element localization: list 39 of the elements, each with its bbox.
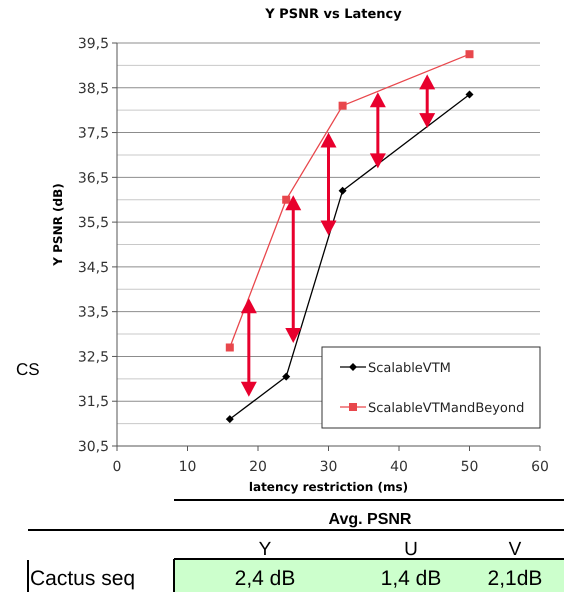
- x-tick-label: 20: [249, 459, 267, 475]
- legend-label: ScalableVTM: [368, 361, 451, 376]
- x-tick-label: 40: [390, 459, 408, 475]
- chart-title: Y PSNR vs Latency: [264, 7, 402, 22]
- point: [226, 415, 234, 424]
- y-tick-label: 37,5: [78, 126, 109, 142]
- point: [338, 186, 347, 195]
- text: V: [508, 539, 522, 560]
- point: [466, 90, 474, 98]
- y-tick-label: 39,5: [78, 36, 109, 52]
- text: 1,4 dB: [380, 567, 442, 590]
- y-tick-label: 30,5: [78, 439, 109, 455]
- y-tick-label: 33,5: [78, 304, 109, 321]
- x-tick-label: 50: [460, 459, 478, 475]
- text: Y: [258, 539, 272, 560]
- text: Avg. PSNR: [328, 511, 412, 528]
- point: [282, 372, 290, 381]
- text: U: [404, 539, 418, 560]
- x-tick-label: 30: [320, 459, 338, 475]
- y-tick-label: 38,5: [78, 80, 109, 97]
- y-tick-label: 31,5: [78, 394, 109, 410]
- y-tick-label: 32,5: [78, 349, 109, 366]
- point: [338, 102, 347, 110]
- point: [226, 343, 234, 352]
- point: [282, 196, 290, 204]
- y-axis-title: Y PSNR (dB): [51, 183, 65, 267]
- text: 2,1dB: [488, 567, 542, 590]
- text: Cactus seq: [30, 567, 136, 590]
- y-tick-label: 34,5: [78, 260, 109, 276]
- y-tick-label: 36,5: [78, 170, 109, 186]
- point: [466, 50, 474, 58]
- x-axis-title: latency restriction (ms): [248, 480, 408, 494]
- text: CS: [16, 360, 40, 379]
- legend-label: ScalableVTMandBeyond: [368, 401, 524, 416]
- text: 2,4 dB: [234, 567, 296, 590]
- y-tick-label: 35,5: [78, 215, 109, 232]
- x-tick-label: 0: [112, 459, 122, 475]
- x-tick-label: 10: [178, 459, 196, 475]
- x-tick-label: 60: [531, 459, 549, 475]
